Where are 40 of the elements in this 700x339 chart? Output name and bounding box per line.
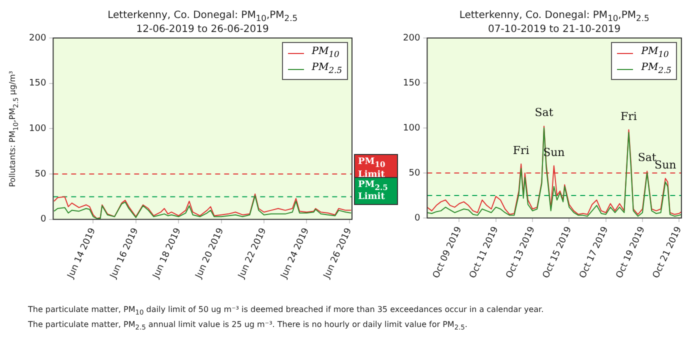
legend-label: PM$_{10}$	[312, 45, 340, 61]
x-tick-label: Jun 26 2019	[322, 226, 354, 281]
y-tick-label: 100	[402, 123, 420, 134]
y-tick-label: 150	[28, 78, 46, 89]
annotation: Fri	[620, 110, 638, 123]
legend-label: PM$_{10}$	[641, 45, 669, 61]
chart-title: Letterkenny, Co. Donegal: PM$_{10}$,PM$_{2.5}$	[458, 10, 650, 24]
y-tick-label: 200	[28, 33, 46, 44]
x-tick-label: Jun 18 2019	[151, 226, 184, 281]
chart-title: Letterkenny, Co. Donegal: PM$_{10}$,PM$_{2.5}$	[106, 10, 299, 24]
x-tick-label: Jun 22 2019	[236, 226, 269, 281]
y-tick-label: 100	[28, 124, 46, 134]
annotation: Fri	[512, 144, 530, 158]
y-tick-label: 0	[40, 214, 46, 225]
y-tick-label: 200	[402, 33, 420, 44]
x-tick-label: Oct 19 2019	[614, 225, 648, 280]
legend-label: PM$_{2.5}$	[312, 61, 342, 77]
annotation: Sat	[534, 106, 554, 120]
ref-line-label: PM$_{2.5}$ Limit	[354, 176, 398, 205]
y-tick-label: 50	[34, 169, 46, 180]
chart-subtitle: 12-06-2019 to 26-06-2019	[135, 24, 270, 36]
y-tick-label: 50	[408, 168, 420, 178]
x-tick-label: Jun 20 2019	[194, 226, 226, 281]
annotation: Sat	[638, 151, 657, 164]
x-tick-label: Oct 11 2019	[468, 225, 501, 280]
x-tick-label: Jun 24 2019	[279, 226, 312, 281]
x-tick-label: Oct 15 2019	[541, 225, 574, 280]
text: The particulate matter, PM$_{2.5}$ annual limit value is 25 ug m⁻³. There is no hourly or daily limit value for PM$_{2.5}$.	[28, 318, 468, 334]
x-tick-label: Jun 16 2019	[108, 226, 141, 281]
annotation: Sun	[654, 158, 676, 172]
x-tick-label: Oct 09 2019	[432, 225, 464, 280]
x-tick-label: Jun 14 2019	[66, 226, 98, 281]
legend-label: PM$_{2.5}$	[641, 61, 672, 77]
x-tick-label: Oct 21 2019	[651, 225, 684, 280]
y-tick-label: 0	[414, 213, 420, 224]
x-tick-label: Oct 17 2019	[578, 225, 611, 280]
text: The particulate matter, PM$_{10}$ daily limit of 50 ug m⁻³ is deemed breached if more than 35 exceedances occur in a calendar year.	[28, 304, 544, 319]
y-tick-label: 150	[402, 78, 420, 88]
x-tick-label: Oct 13 2019	[504, 225, 538, 280]
chart-subtitle: 07-10-2019 to 21-10-2019	[486, 24, 622, 36]
